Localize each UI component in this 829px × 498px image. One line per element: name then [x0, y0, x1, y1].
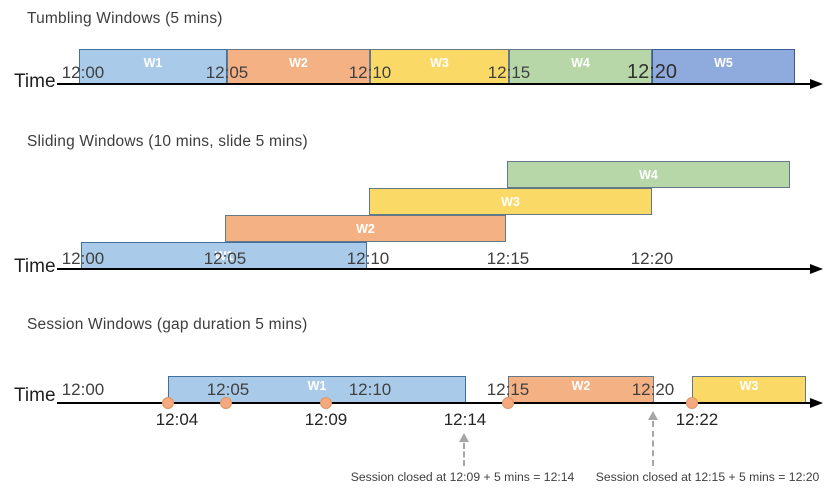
event-dot	[162, 397, 174, 409]
sliding-axis-arrow-right-icon	[810, 264, 823, 274]
window-label: W1	[307, 379, 327, 393]
event-dot	[220, 397, 232, 409]
tumbling-window-w4: W4	[509, 49, 652, 84]
event-label-1204: 12:04	[155, 410, 199, 429]
window-label: W3	[501, 194, 520, 209]
session-close-dashed-line	[652, 421, 654, 466]
event-dot	[686, 397, 698, 409]
window-label: W1	[143, 56, 163, 70]
sliding-section-title: Sliding Windows (10 mins, slide 5 mins)	[27, 133, 308, 150]
window-label: W1	[214, 248, 234, 263]
window-label: W3	[739, 379, 759, 393]
session-section-title: Session Windows (gap duration 5 mins)	[27, 316, 308, 333]
event-dot	[320, 397, 332, 409]
window-label: W5	[714, 56, 733, 70]
window-label: W2	[356, 221, 375, 236]
sliding-window-w2: W2	[225, 215, 506, 242]
sliding-tick-1200: 12:00	[61, 249, 105, 268]
sliding-tick-1215: 12:15	[486, 249, 530, 268]
sliding-time-axis	[57, 268, 812, 270]
session-tick-1220: 12:20	[631, 380, 675, 399]
tumbling-tick-1210: 12:10	[348, 63, 392, 82]
session-tick-1210: 12:10	[348, 380, 392, 399]
tumbling-time-axis-label: Time	[14, 71, 56, 92]
tumbling-window-w5: W5	[652, 49, 795, 84]
session-close-arrow-up-icon	[459, 433, 469, 442]
sliding-window-w4: W4	[507, 161, 790, 188]
event-label-1222: 12:22	[675, 410, 719, 429]
window-label: W2	[571, 379, 591, 393]
window-label: W3	[430, 56, 449, 70]
sliding-tick-1210: 12:10	[346, 249, 390, 268]
event-label-1209: 12:09	[304, 410, 348, 429]
session-close-annotation-2: Session closed at 12:15 + 5 mins = 12:20	[595, 470, 820, 484]
session-close-annotation-1: Session closed at 12:09 + 5 mins = 12:14	[350, 470, 575, 484]
session-window-w2: W2	[508, 376, 654, 403]
session-time-axis	[57, 402, 812, 404]
tumbling-tick-1215: 12:15	[487, 63, 531, 82]
session-close-dashed-line	[463, 443, 465, 466]
session-close-arrow-up-icon	[648, 411, 658, 420]
event-label-1214: 12:14	[443, 410, 487, 429]
event-dot	[502, 397, 514, 409]
sliding-time-axis-label: Time	[14, 256, 56, 277]
sliding-window-w1: W1	[81, 242, 367, 269]
tumbling-tick-1220: 12:20	[626, 61, 678, 83]
session-axis-arrow-right-icon	[810, 398, 823, 408]
window-label: W4	[571, 56, 590, 70]
tumbling-section-title: Tumbling Windows (5 mins)	[27, 10, 223, 27]
session-tick-1205: 12:05	[206, 380, 250, 399]
tumbling-time-axis	[57, 83, 812, 85]
tumbling-axis-arrow-right-icon	[810, 79, 823, 89]
session-time-axis-label: Time	[14, 385, 56, 406]
session-tick-1200: 12:00	[61, 380, 105, 399]
session-tick-1215: 12:15	[486, 380, 530, 399]
sliding-tick-1220: 12:20	[630, 249, 674, 268]
session-window-w3: W3	[692, 376, 806, 403]
tumbling-tick-1200: 12:00	[61, 63, 105, 82]
tumbling-window-w2: W2	[227, 49, 370, 84]
sliding-window-w3: W3	[369, 188, 652, 215]
window-label: W2	[289, 56, 308, 70]
tumbling-tick-1205: 12:05	[205, 63, 249, 82]
window-label: W4	[639, 167, 658, 182]
sliding-tick-1205: 12:05	[203, 249, 247, 268]
